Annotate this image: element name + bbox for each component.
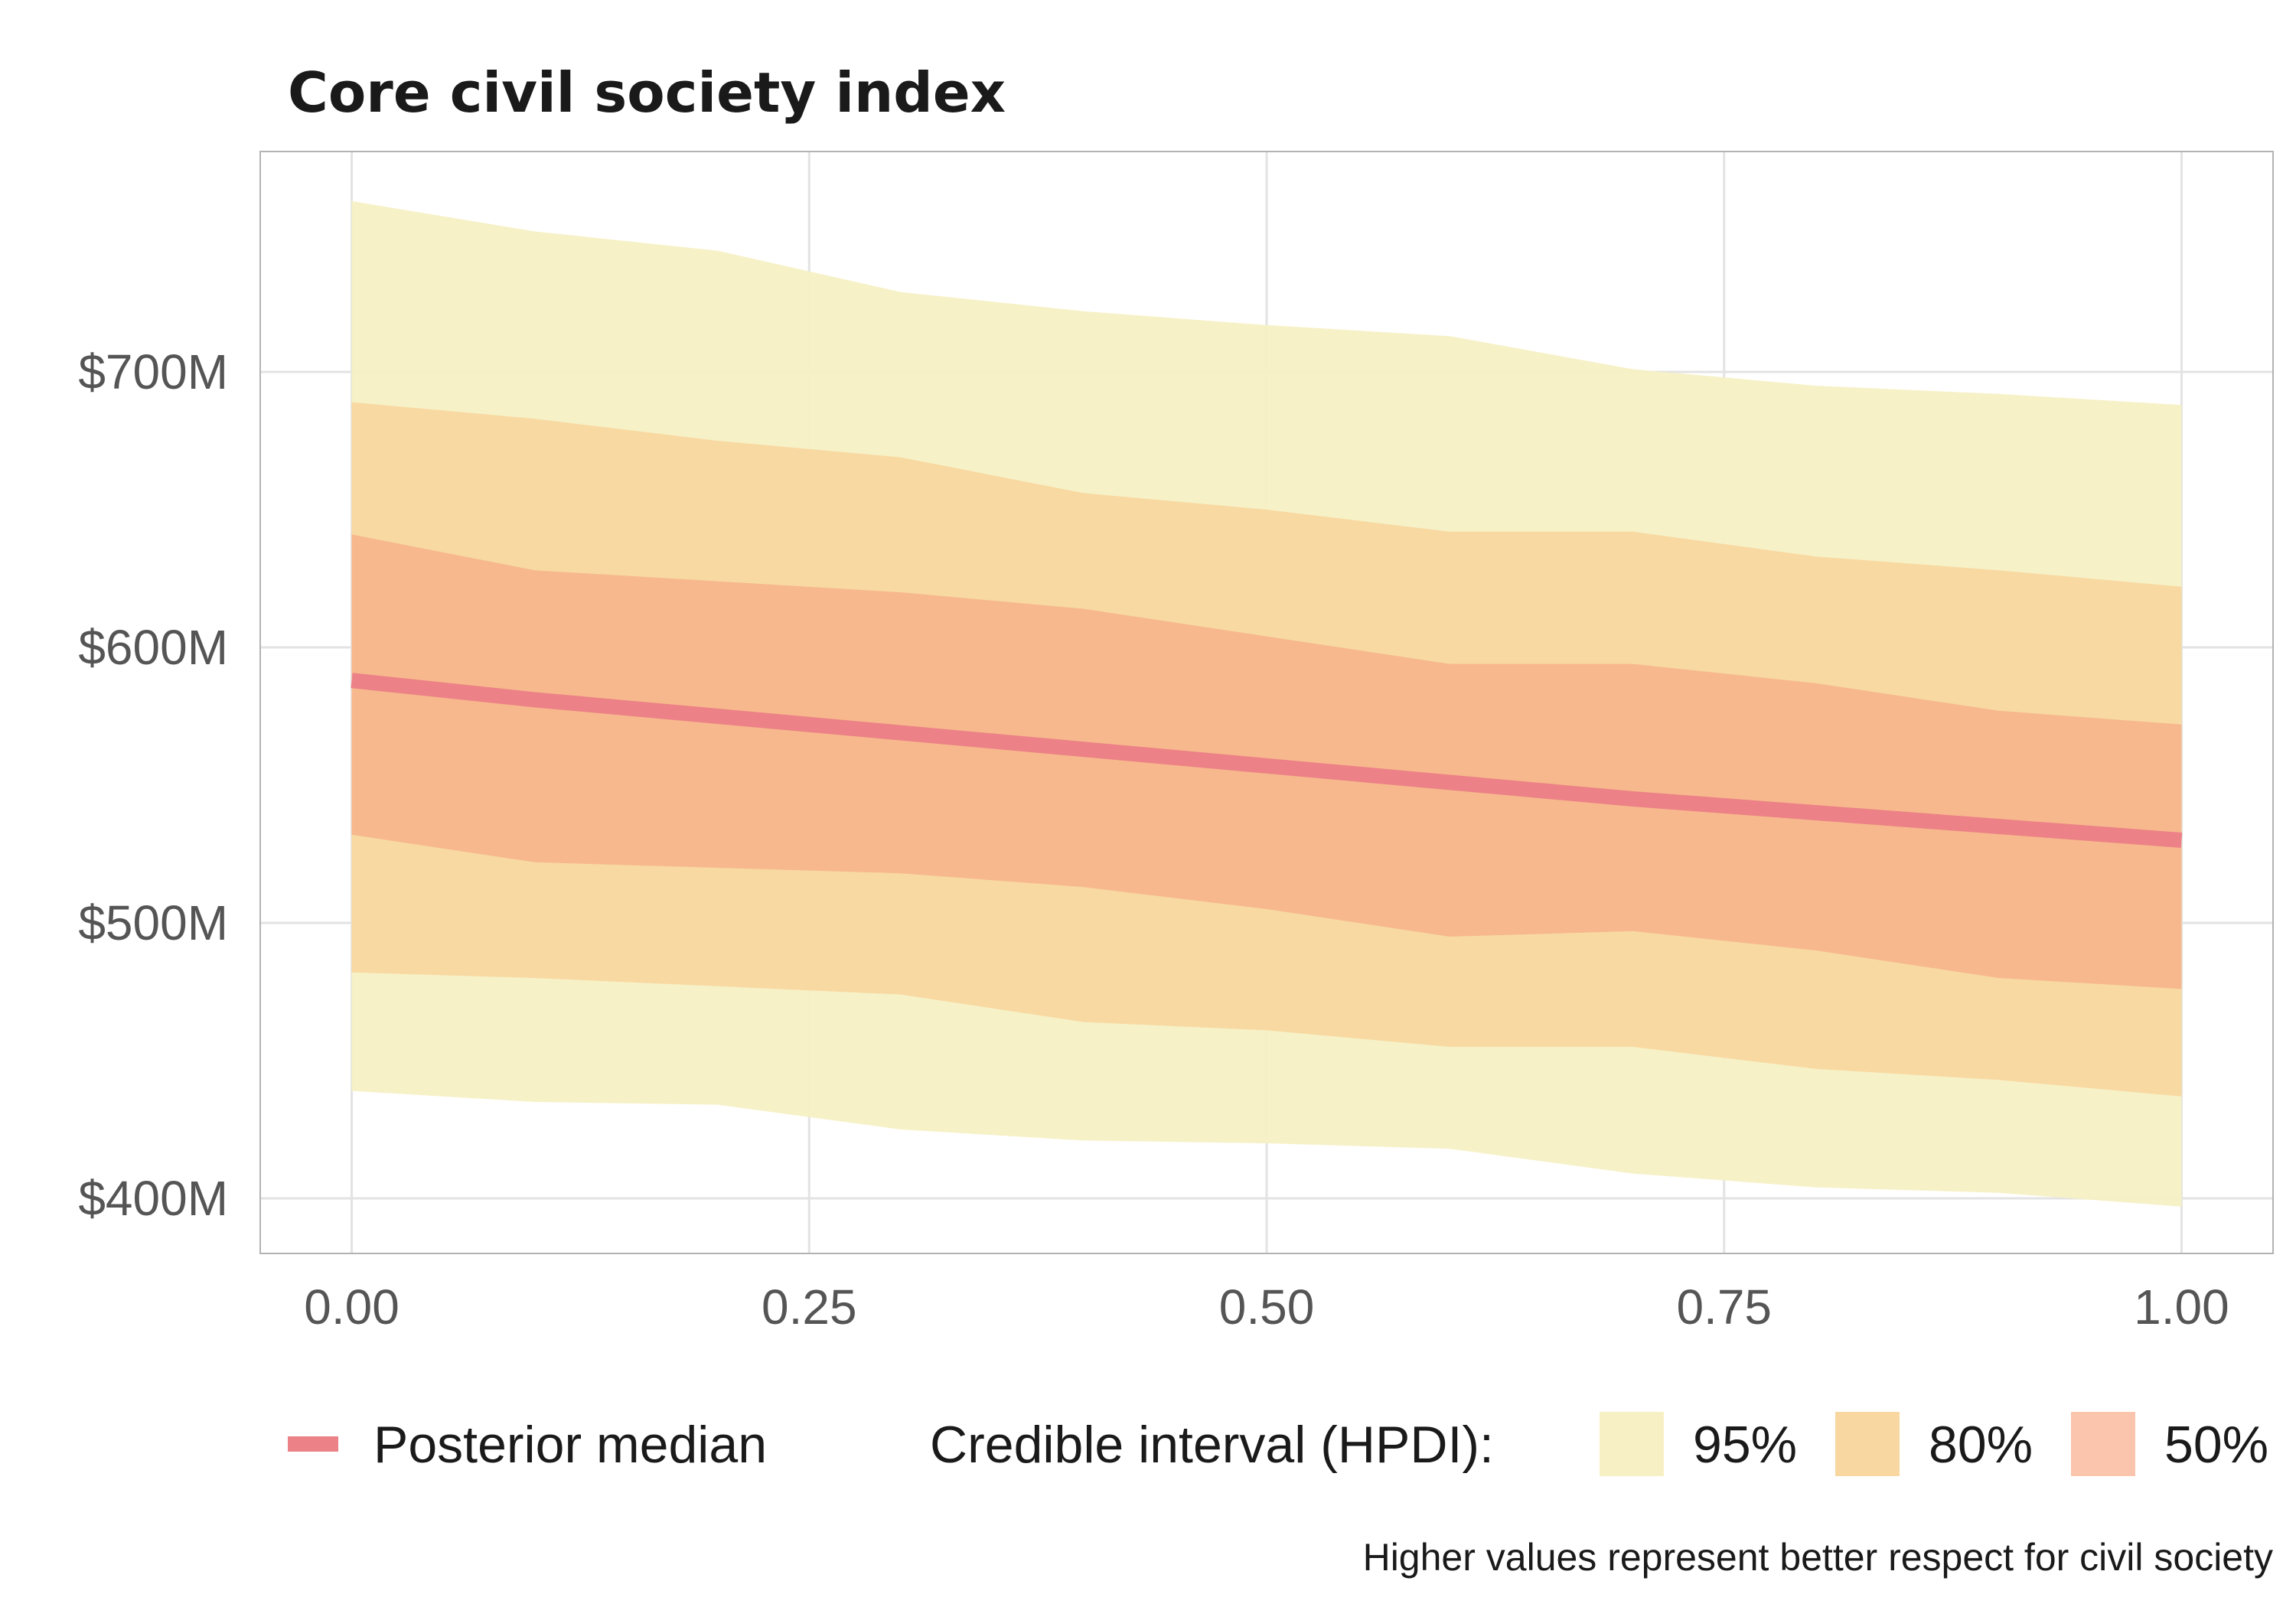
legend-label-95: 95% bbox=[1693, 1416, 1797, 1474]
legend-interval-title: Credible interval (HPDI): bbox=[930, 1416, 1494, 1474]
x-tick-label-2: 0.50 bbox=[1219, 1279, 1315, 1335]
legend-key-95 bbox=[1600, 1412, 1664, 1476]
y-tick-label-3: $700M bbox=[78, 344, 228, 399]
x-tick-label-4: 1.00 bbox=[2134, 1279, 2229, 1335]
median-line bbox=[351, 673, 2183, 848]
plot-panel-border bbox=[259, 151, 2274, 1254]
y-tick-label-2: $600M bbox=[78, 620, 228, 675]
x-tick-label-0: 0.00 bbox=[304, 1279, 400, 1335]
legend: Posterior median Credible interval (HPDI… bbox=[288, 1412, 2268, 1476]
legend-key-80 bbox=[1835, 1412, 1900, 1476]
chart-title: Core civil society index bbox=[288, 60, 1006, 125]
y-tick-label-1: $500M bbox=[78, 895, 228, 950]
legend-key-50 bbox=[2071, 1412, 2135, 1476]
legend-label-80: 80% bbox=[1929, 1416, 2033, 1474]
median-line-layer bbox=[351, 673, 2183, 848]
y-axis-ticks: $400M $500M $600M $700M bbox=[78, 344, 228, 1226]
x-axis-ticks: 0.00 0.25 0.50 0.75 1.00 bbox=[304, 1279, 2229, 1335]
chart-caption: Higher values represent better respect f… bbox=[1363, 1536, 2273, 1579]
legend-label-50: 50% bbox=[2164, 1416, 2268, 1474]
legend-label-median: Posterior median bbox=[373, 1416, 767, 1474]
x-tick-label-1: 0.25 bbox=[762, 1279, 857, 1335]
x-tick-label-3: 0.75 bbox=[1676, 1279, 1772, 1335]
legend-key-median bbox=[288, 1436, 338, 1452]
y-tick-label-0: $400M bbox=[78, 1171, 228, 1226]
